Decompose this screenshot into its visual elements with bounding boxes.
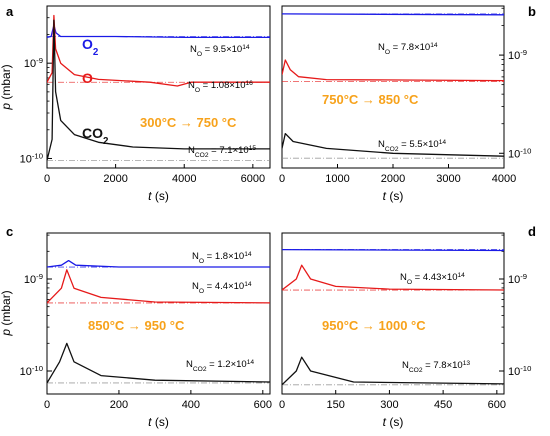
series-line-CO2: [282, 132, 504, 157]
annotation-n: NO = 9.5×1014: [190, 44, 250, 58]
panel-a: a 0 2000 4000 6000 t (s) 10-9 10-10 p (mbar) O2 O C…: [0, 4, 271, 203]
annotation-n: NCO2 = 7.8×1013: [402, 360, 470, 374]
annotation-n: NO = 1.08×1016: [188, 80, 253, 94]
x-tick-label: 0: [279, 173, 285, 185]
y-tick-label: 10-9: [24, 272, 43, 287]
annotation-n: NO = 4.43×1014: [400, 272, 465, 286]
species-label-O: O: [82, 70, 93, 86]
series-line-O: [47, 269, 270, 304]
series-line-CO2: [282, 356, 504, 386]
panel-c: c 0 200 400 600 t (s) 10-9 10-10 p (mbar) NO = 1.…: [0, 224, 272, 429]
series-line-O: [282, 264, 504, 291]
series-line-O2: [47, 259, 270, 268]
x-axis-label: t (s): [383, 189, 404, 203]
x-tick-label: 0: [44, 173, 50, 185]
series-line-O2: [282, 13, 504, 16]
y-axis-label: p (mbar): [0, 290, 13, 336]
series-line-CO2: [47, 19, 270, 161]
species-label-CO2: CO2: [82, 125, 109, 147]
x-axis-label: t (s): [383, 415, 404, 429]
y-tick-label: 10-9: [24, 56, 43, 71]
annotation-n: NO = 7.8×1014: [378, 42, 438, 56]
series-line-O2: [47, 24, 270, 39]
temperature-range-label: 750°C → 850 °C: [322, 92, 419, 107]
series-line-O: [282, 59, 504, 82]
x-tick-label: 300: [380, 399, 398, 411]
series-line-O2: [282, 248, 504, 252]
x-tick-label: 3000: [436, 173, 460, 185]
series-line-CO2: [47, 342, 270, 384]
x-tick-label: 6000: [241, 173, 265, 185]
x-tick-label: 2000: [103, 173, 127, 185]
panel-letter: d: [528, 224, 536, 239]
x-tick-label: 600: [488, 399, 506, 411]
x-tick-label: 150: [327, 399, 345, 411]
x-axis-label: t (s): [148, 189, 169, 203]
x-axis-label: t (s): [148, 415, 169, 429]
x-tick-label: 400: [182, 399, 200, 411]
y-tick-label: 10-10: [508, 146, 531, 161]
annotation-n: NCO2 = 5.5×1014: [378, 139, 446, 153]
plot-frame: [281, 232, 505, 395]
temperature-range-label: 300°C → 750 °C: [140, 115, 237, 130]
y-tick-label: 10-9: [508, 272, 527, 287]
y-tick-label: 10-10: [20, 151, 43, 166]
y-tick-label: 10-10: [508, 364, 531, 379]
x-tick-label: 200: [110, 399, 128, 411]
x-tick-label: 1000: [325, 173, 349, 185]
y-tick-label: 10-9: [508, 48, 527, 63]
plot-frame: [46, 5, 271, 169]
annotation-n: NO = 1.8×1014: [192, 251, 252, 265]
panel-letter: c: [6, 224, 13, 239]
species-label-O2: O2: [82, 36, 99, 58]
panel-b: b 0 1000 2000 3000 4000 t (s) 10-9 10-10 NO = 7.8…: [279, 4, 536, 203]
annotation-n: NCO2 = 7.1×1015: [188, 145, 256, 159]
panel-letter: a: [6, 4, 14, 19]
temperature-range-label: 850°C → 950 °C: [88, 318, 185, 333]
panel-letter: b: [528, 4, 536, 19]
x-tick-label: 450: [434, 399, 452, 411]
annotation-n: NO = 4.4×1014: [192, 281, 252, 295]
x-tick-label: 0: [279, 399, 285, 411]
y-tick-label: 10-10: [20, 364, 43, 379]
y-axis-label: p (mbar): [0, 64, 13, 110]
panel-d: d 0 150 300 450 600 t (s) 10-9 10-10 NO = 4.43×10…: [279, 224, 536, 429]
x-tick-label: 0: [44, 399, 50, 411]
x-tick-label: 4000: [172, 173, 196, 185]
plot-frame: [281, 5, 505, 169]
x-tick-label: 600: [254, 399, 272, 411]
plot-frame: [46, 232, 271, 395]
annotation-n: NCO2 = 1.2×1014: [186, 359, 254, 373]
x-tick-label: 2000: [381, 173, 405, 185]
temperature-range-label: 950°C → 1000 °C: [322, 318, 426, 333]
x-tick-label: 4000: [492, 173, 516, 185]
